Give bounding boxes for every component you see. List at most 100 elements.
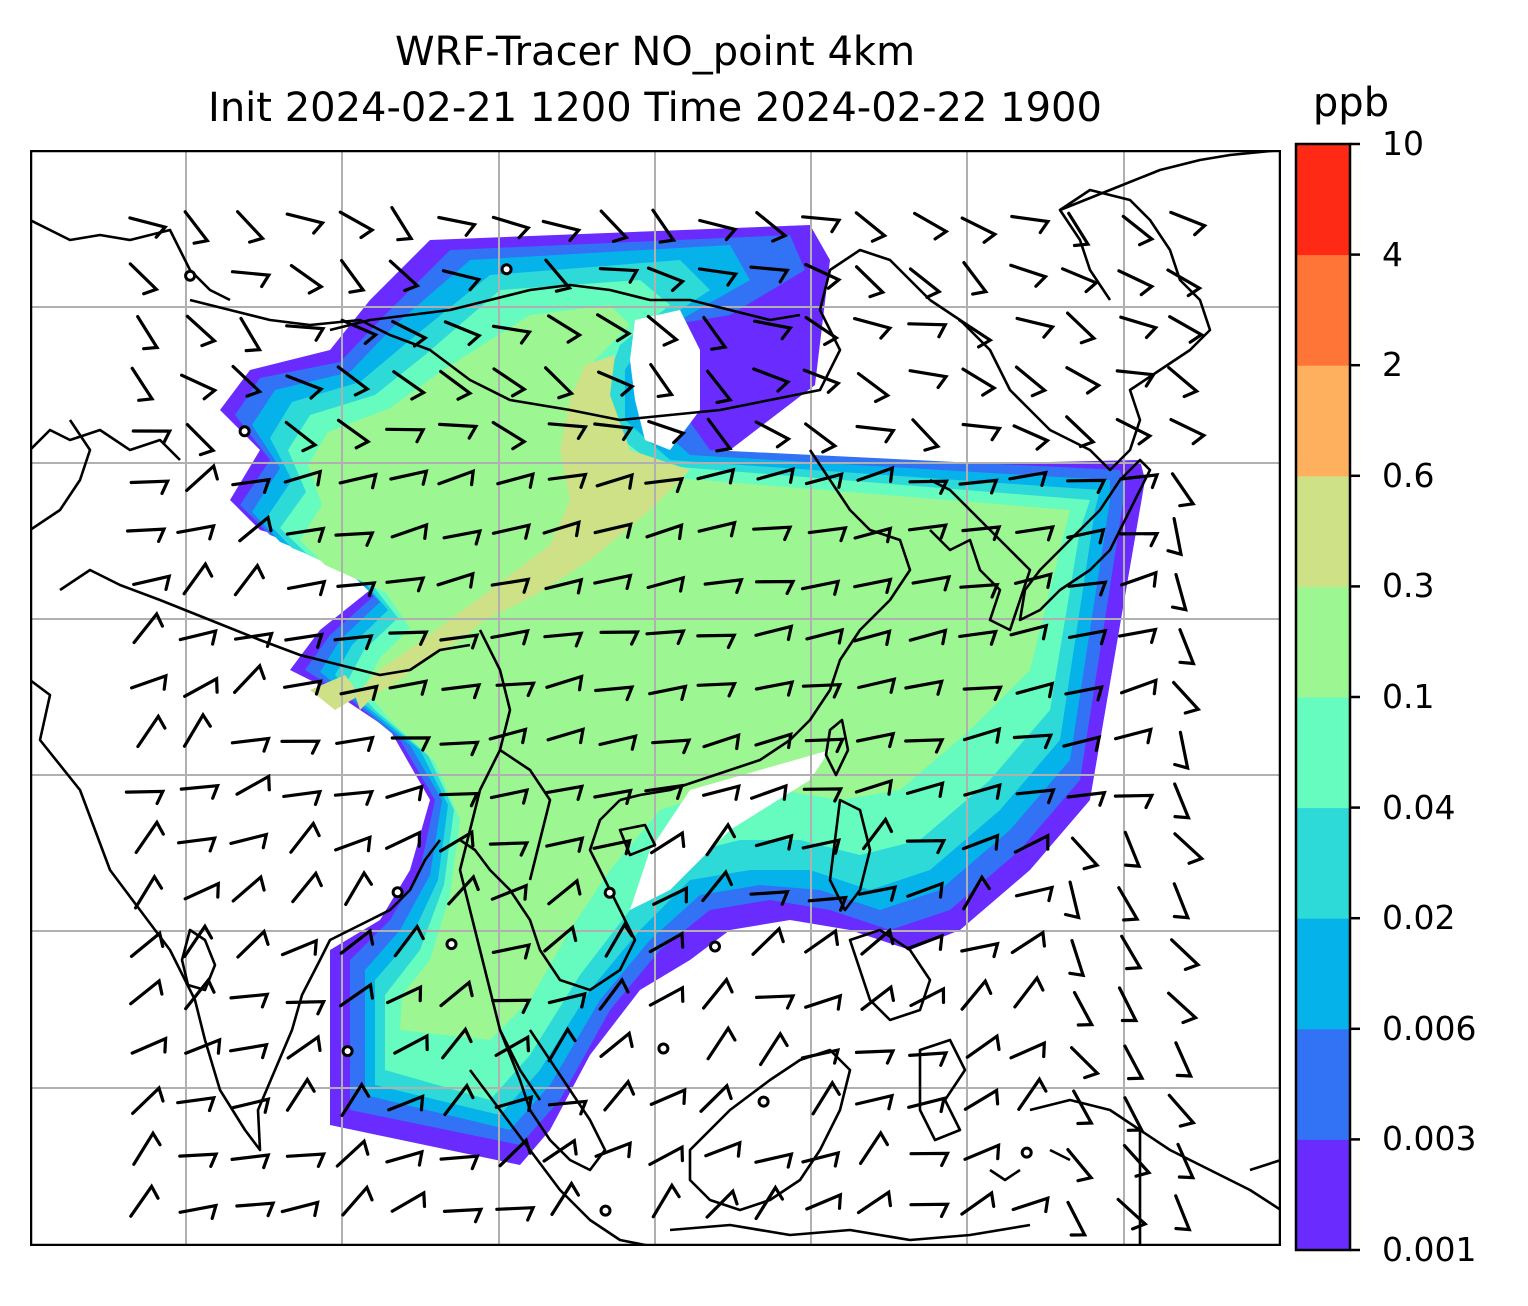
java-coastline [669, 1223, 1031, 1242]
wind-barb [1013, 572, 1053, 589]
wind-barb [498, 1137, 532, 1168]
indochina-coastline [459, 799, 637, 992]
colorbar [1294, 142, 1360, 1252]
wind-barb [283, 469, 323, 487]
wind-barb [339, 982, 374, 1008]
wind-barb [804, 737, 846, 754]
wind-barb [804, 422, 838, 454]
wind-barb [961, 833, 1000, 851]
colorbar-tick-label: 0.003 [1382, 1119, 1477, 1159]
wind-barb [1068, 939, 1086, 978]
wind-barb [233, 562, 265, 597]
wind-barb [334, 531, 375, 547]
wind-barb [959, 582, 1000, 599]
colorbar-tick-label: 0.04 [1382, 787, 1456, 827]
wind-barb [598, 267, 640, 284]
wind-barb [958, 478, 999, 495]
wind-barb [593, 522, 633, 539]
wind-barb [1008, 470, 1048, 487]
wind-barb [752, 367, 791, 393]
wind-barb [751, 925, 785, 956]
wind-barb [960, 216, 998, 244]
colorbar-segment [1296, 144, 1350, 256]
wind-barb [239, 316, 263, 353]
wind-barb [544, 784, 585, 801]
wind-barb [908, 267, 943, 299]
wind-barb [698, 218, 738, 242]
wind-barb [648, 1144, 684, 1166]
colorbar-tick-label: 0.02 [1382, 898, 1456, 938]
plume-level-6b [310, 675, 360, 710]
wind-barb [801, 838, 841, 855]
wind-barb [647, 419, 687, 445]
wind-barb [442, 1207, 484, 1224]
wind-barb [234, 631, 274, 648]
wind-barb [807, 525, 848, 543]
wind-barb [1010, 929, 1046, 955]
wind-barb [1066, 790, 1107, 807]
wind-barb [492, 367, 528, 398]
wind-barb [282, 789, 323, 806]
wind-barb [488, 841, 530, 857]
wind-barb [385, 427, 426, 444]
wind-barb [650, 830, 686, 855]
wind-barb [488, 727, 528, 745]
wind-barb [599, 1030, 634, 1058]
wind-barb [1170, 472, 1196, 508]
wind-barb [905, 780, 945, 798]
wind-barb [696, 633, 737, 649]
wind-barb [754, 1184, 784, 1221]
coastlines-and-borders [30, 150, 1281, 1246]
colorbar-segment [1296, 697, 1350, 809]
wind-barb [1012, 424, 1051, 451]
wind-barb [340, 1081, 371, 1117]
wind-barb [703, 577, 744, 594]
wind-barb [545, 836, 585, 853]
border-russia [329, 283, 801, 332]
wind-barb [1072, 1089, 1094, 1126]
wind-barb [131, 1085, 165, 1115]
wind-barb [907, 523, 949, 540]
wind-barb [859, 1129, 889, 1165]
wind-barb [136, 315, 160, 351]
wind-barb [235, 773, 271, 796]
border-mongolia [189, 248, 931, 422]
wind-barb [807, 895, 849, 912]
wind-barb [491, 215, 532, 240]
wind-barb [176, 523, 216, 541]
wind-barb [1065, 415, 1097, 449]
wind-barb [962, 685, 1003, 702]
wind-barb [909, 986, 946, 1008]
wind-barb [439, 740, 480, 757]
wind-barb [131, 429, 173, 445]
wind-barb [136, 713, 167, 749]
wind-barb [439, 369, 473, 401]
wind-barb [1013, 833, 1050, 854]
wind-barb [339, 684, 379, 701]
wind-barb [854, 778, 894, 796]
wind-barb [801, 1150, 841, 1168]
wind-barb [547, 878, 582, 906]
wind-barb [907, 322, 948, 339]
wind-barb [1120, 570, 1158, 588]
wind-barb [596, 313, 632, 343]
wind-barb [496, 471, 535, 489]
wind-barb [130, 673, 168, 691]
wind-barb [185, 423, 217, 457]
wind-barb [1067, 628, 1108, 646]
wind-barb [285, 374, 325, 400]
wind-barb [644, 476, 685, 494]
wind-barb [699, 1082, 733, 1113]
border-himalaya [59, 568, 471, 677]
wind-barb [1172, 882, 1191, 920]
wind-barb [541, 219, 582, 242]
wind-barb [904, 679, 944, 696]
wind-barb [592, 838, 632, 856]
wind-barb [550, 1180, 580, 1216]
wind-barb [697, 267, 739, 287]
wind-barb [385, 576, 426, 593]
colorbar-tick-label: 10 [1382, 124, 1424, 163]
wind-barb [754, 420, 792, 449]
wind-barb [129, 1183, 160, 1218]
wind-barb [646, 575, 686, 593]
